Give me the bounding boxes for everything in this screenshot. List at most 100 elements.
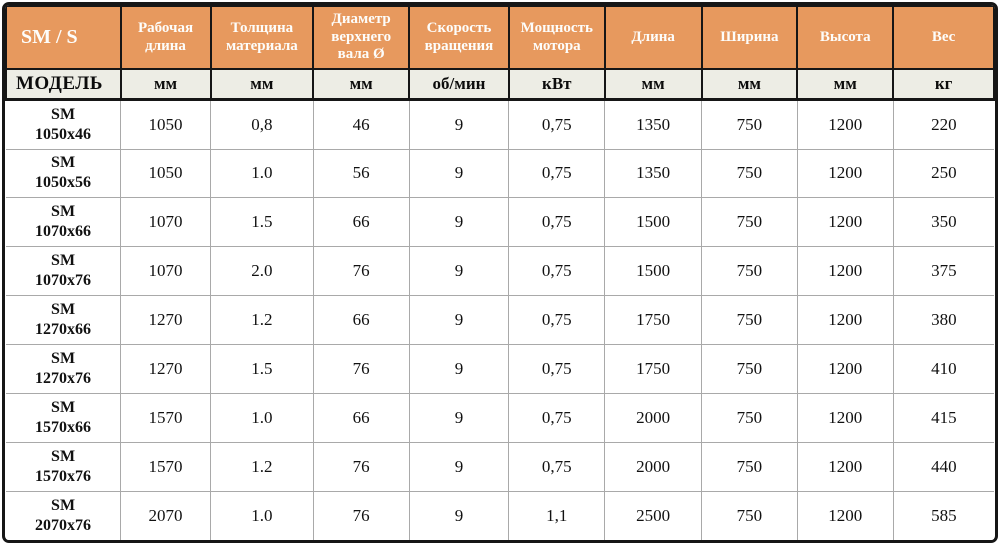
data-cell: 1200 <box>796 197 894 248</box>
data-cell: 1200 <box>796 491 894 540</box>
unit-cell: об/мин <box>408 68 510 101</box>
unit-cell: мм <box>312 68 411 101</box>
data-cell: 220 <box>892 98 994 150</box>
table-row: SM 2070x76 2070 1.0 76 9 1,1 2500 750 1200 585 <box>6 491 994 540</box>
unit-row: МОДЕЛЬ мм мм мм об/мин кВт мм мм мм кг <box>5 68 995 101</box>
column-header-row: SM / S Рабочая длина Толщина материала Диам… <box>5 5 995 70</box>
column-header: Ширина <box>700 5 799 70</box>
data-cell: 9 <box>408 98 510 150</box>
data-cell: 1,1 <box>508 491 606 540</box>
model-cell: SM 1070x66 <box>6 197 122 248</box>
data-cell: 0,75 <box>508 442 606 493</box>
data-cell: 2500 <box>604 491 702 540</box>
data-cell: 1.2 <box>210 442 314 493</box>
model-cell: SM 1270x66 <box>6 295 122 346</box>
data-cell: 1200 <box>796 393 894 444</box>
table-row: SM 1070x76 1070 2.0 76 9 0,75 1500 750 1200 375 <box>6 246 994 297</box>
data-cell: 410 <box>892 344 994 395</box>
data-cell: 9 <box>408 393 510 444</box>
column-header: Длина <box>603 5 703 70</box>
data-cell: 375 <box>892 246 994 297</box>
data-cell: 0,75 <box>508 344 606 395</box>
data-cell: 9 <box>408 246 510 297</box>
data-cell: 1500 <box>604 197 702 248</box>
data-cell: 0,75 <box>508 98 606 150</box>
column-header: Высота <box>796 5 895 70</box>
data-cell: 0,75 <box>508 148 606 199</box>
data-cell: 76 <box>312 442 410 493</box>
data-cell: 1.0 <box>210 491 314 540</box>
data-cell: 750 <box>701 295 798 346</box>
table-row: SM 1050x56 1050 1.0 56 9 0,75 1350 750 1200 250 <box>6 148 994 199</box>
model-cell: SM 2070x76 <box>6 491 122 540</box>
data-cell: 9 <box>408 197 510 248</box>
data-cell: 250 <box>892 148 994 199</box>
data-cell: 56 <box>312 148 410 199</box>
data-cell: 750 <box>701 246 798 297</box>
data-cell: 1350 <box>604 98 702 150</box>
data-cell: 2000 <box>604 393 702 444</box>
model-cell: SM 1570x76 <box>6 442 122 493</box>
data-cell: 9 <box>408 148 510 199</box>
data-cell: 46 <box>312 98 410 150</box>
data-cell: 1200 <box>796 295 894 346</box>
data-cell: 9 <box>408 295 510 346</box>
data-cell: 1570 <box>120 442 211 493</box>
data-cell: 9 <box>408 442 510 493</box>
data-cell: 1270 <box>120 344 211 395</box>
table-header: SM / S Рабочая длина Толщина материала Диам… <box>5 5 995 101</box>
data-cell: 66 <box>312 295 410 346</box>
data-cell: 750 <box>701 491 798 540</box>
data-cell: 1200 <box>796 98 894 150</box>
data-cell: 750 <box>701 344 798 395</box>
data-cell: 2000 <box>604 442 702 493</box>
column-header: Мощность мотора <box>507 5 606 70</box>
data-cell: 1050 <box>120 148 211 199</box>
unit-cell: мм <box>603 68 703 101</box>
model-column-label: МОДЕЛЬ <box>5 68 122 101</box>
model-cell: SM 1070x76 <box>6 246 122 297</box>
unit-cell: мм <box>119 68 212 101</box>
data-cell: 1200 <box>796 148 894 199</box>
data-cell: 0,75 <box>508 295 606 346</box>
data-cell: 585 <box>892 491 994 540</box>
unit-cell: кВт <box>507 68 606 101</box>
machine-spec-table: SM / S Рабочая длина Толщина материала Диам… <box>5 5 995 540</box>
data-cell: 66 <box>312 197 410 248</box>
data-cell: 1.0 <box>210 393 314 444</box>
unit-cell: мм <box>700 68 799 101</box>
data-cell: 380 <box>892 295 994 346</box>
data-cell: 1.5 <box>210 197 314 248</box>
table-row: SM 1050x46 1050 0,8 46 9 0,75 1350 750 1200 220 <box>6 98 994 150</box>
data-cell: 1050 <box>120 98 211 150</box>
data-cell: 750 <box>701 197 798 248</box>
data-cell: 1270 <box>120 295 211 346</box>
unit-cell: мм <box>209 68 315 101</box>
data-cell: 350 <box>892 197 994 248</box>
data-cell: 1070 <box>120 197 211 248</box>
data-cell: 76 <box>312 491 410 540</box>
data-cell: 750 <box>701 393 798 444</box>
unit-cell: кг <box>892 68 995 101</box>
unit-cell: мм <box>796 68 895 101</box>
data-cell: 1.2 <box>210 295 314 346</box>
model-cell: SM 1270x76 <box>6 344 122 395</box>
data-cell: 9 <box>408 344 510 395</box>
data-cell: 1500 <box>604 246 702 297</box>
data-cell: 1.5 <box>210 344 314 395</box>
data-cell: 1200 <box>796 442 894 493</box>
data-cell: 1.0 <box>210 148 314 199</box>
data-cell: 0,75 <box>508 197 606 248</box>
column-header: Рабочая длина <box>119 5 212 70</box>
data-cell: 9 <box>408 491 510 540</box>
data-cell: 76 <box>312 246 410 297</box>
column-header: Скорость вращения <box>408 5 510 70</box>
table-row: SM 1570x66 1570 1.0 66 9 0,75 2000 750 1200 415 <box>6 393 994 444</box>
column-header: Толщина материала <box>209 5 315 70</box>
data-cell: 66 <box>312 393 410 444</box>
data-cell: 415 <box>892 393 994 444</box>
data-cell: 0,8 <box>210 98 314 150</box>
table-body: SM 1050x46 1050 0,8 46 9 0,75 1350 750 1200 220 SM 1… <box>6 98 994 540</box>
data-cell: 1070 <box>120 246 211 297</box>
